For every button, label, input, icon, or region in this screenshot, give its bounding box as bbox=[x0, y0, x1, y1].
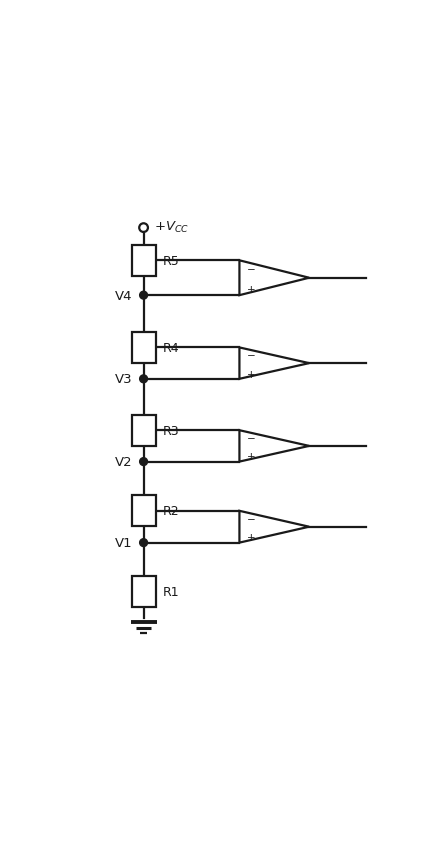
Circle shape bbox=[140, 292, 147, 300]
Polygon shape bbox=[239, 348, 309, 379]
Text: $+$: $+$ bbox=[246, 451, 255, 462]
Text: V4: V4 bbox=[115, 289, 133, 302]
Text: R1: R1 bbox=[163, 585, 179, 598]
Polygon shape bbox=[239, 261, 309, 295]
Text: V2: V2 bbox=[115, 456, 133, 468]
Bar bbox=[131, 415, 155, 446]
Bar bbox=[131, 333, 155, 364]
Bar bbox=[131, 576, 155, 608]
Text: $+$: $+$ bbox=[246, 284, 255, 295]
Text: R2: R2 bbox=[163, 505, 179, 517]
Text: $+ V_{CC}$: $+ V_{CC}$ bbox=[155, 220, 190, 235]
Text: $-$: $-$ bbox=[246, 431, 255, 441]
Text: R3: R3 bbox=[163, 425, 179, 437]
Circle shape bbox=[140, 539, 147, 547]
Circle shape bbox=[140, 458, 147, 466]
Text: $-$: $-$ bbox=[246, 512, 255, 522]
Polygon shape bbox=[239, 511, 309, 543]
Text: $+$: $+$ bbox=[246, 368, 255, 379]
Text: V3: V3 bbox=[115, 373, 133, 386]
Bar bbox=[131, 246, 155, 277]
Text: R4: R4 bbox=[163, 342, 179, 354]
Circle shape bbox=[140, 376, 147, 383]
Text: $-$: $-$ bbox=[246, 349, 255, 359]
Text: V1: V1 bbox=[115, 537, 133, 549]
Polygon shape bbox=[239, 430, 309, 462]
Text: $+$: $+$ bbox=[246, 532, 255, 543]
Bar bbox=[131, 495, 155, 527]
Text: $-$: $-$ bbox=[246, 262, 255, 273]
Text: R5: R5 bbox=[163, 255, 179, 268]
